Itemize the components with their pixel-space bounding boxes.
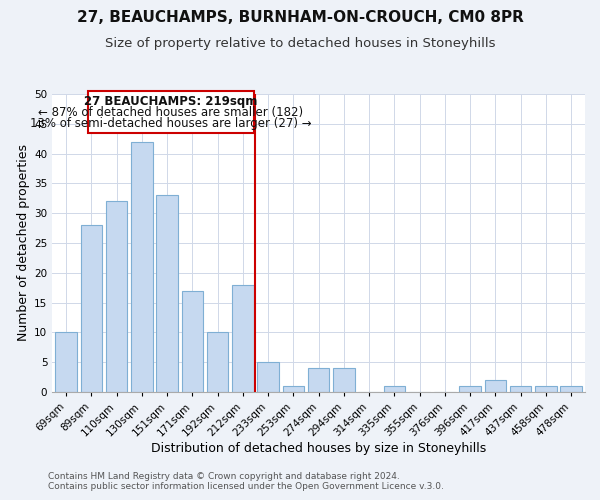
Bar: [232, 284, 254, 392]
Bar: [80, 225, 102, 392]
FancyBboxPatch shape: [88, 91, 254, 132]
Bar: [182, 290, 203, 392]
Text: Size of property relative to detached houses in Stoneyhills: Size of property relative to detached ho…: [105, 38, 495, 51]
Text: ← 87% of detached houses are smaller (182): ← 87% of detached houses are smaller (18…: [38, 106, 304, 119]
Text: Contains HM Land Registry data © Crown copyright and database right 2024.: Contains HM Land Registry data © Crown c…: [48, 472, 400, 481]
Bar: [257, 362, 279, 392]
Bar: [333, 368, 355, 392]
Bar: [131, 142, 152, 392]
Bar: [283, 386, 304, 392]
Bar: [510, 386, 532, 392]
Bar: [106, 202, 127, 392]
Text: 27, BEAUCHAMPS, BURNHAM-ON-CROUCH, CM0 8PR: 27, BEAUCHAMPS, BURNHAM-ON-CROUCH, CM0 8…: [77, 10, 523, 25]
Text: 13% of semi-detached houses are larger (27) →: 13% of semi-detached houses are larger (…: [30, 117, 312, 130]
Bar: [308, 368, 329, 392]
Bar: [460, 386, 481, 392]
Text: Contains public sector information licensed under the Open Government Licence v.: Contains public sector information licen…: [48, 482, 444, 491]
Bar: [485, 380, 506, 392]
Bar: [383, 386, 405, 392]
Bar: [207, 332, 229, 392]
Y-axis label: Number of detached properties: Number of detached properties: [17, 144, 30, 342]
Bar: [55, 332, 77, 392]
Bar: [560, 386, 582, 392]
Bar: [157, 196, 178, 392]
X-axis label: Distribution of detached houses by size in Stoneyhills: Distribution of detached houses by size …: [151, 442, 486, 455]
Bar: [535, 386, 557, 392]
Text: 27 BEAUCHAMPS: 219sqm: 27 BEAUCHAMPS: 219sqm: [84, 95, 257, 108]
